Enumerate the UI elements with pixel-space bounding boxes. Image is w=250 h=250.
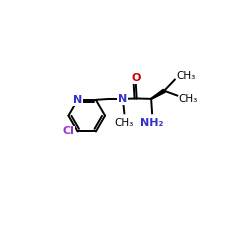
Text: Cl: Cl [63, 126, 75, 136]
Text: CH₃: CH₃ [115, 118, 134, 128]
Text: CH₃: CH₃ [179, 94, 198, 104]
Text: O: O [131, 74, 140, 84]
Text: CH₃: CH₃ [176, 71, 196, 81]
Text: N: N [73, 95, 82, 105]
Text: NH₂: NH₂ [140, 118, 164, 128]
Polygon shape [151, 89, 165, 99]
Text: N: N [118, 94, 128, 104]
